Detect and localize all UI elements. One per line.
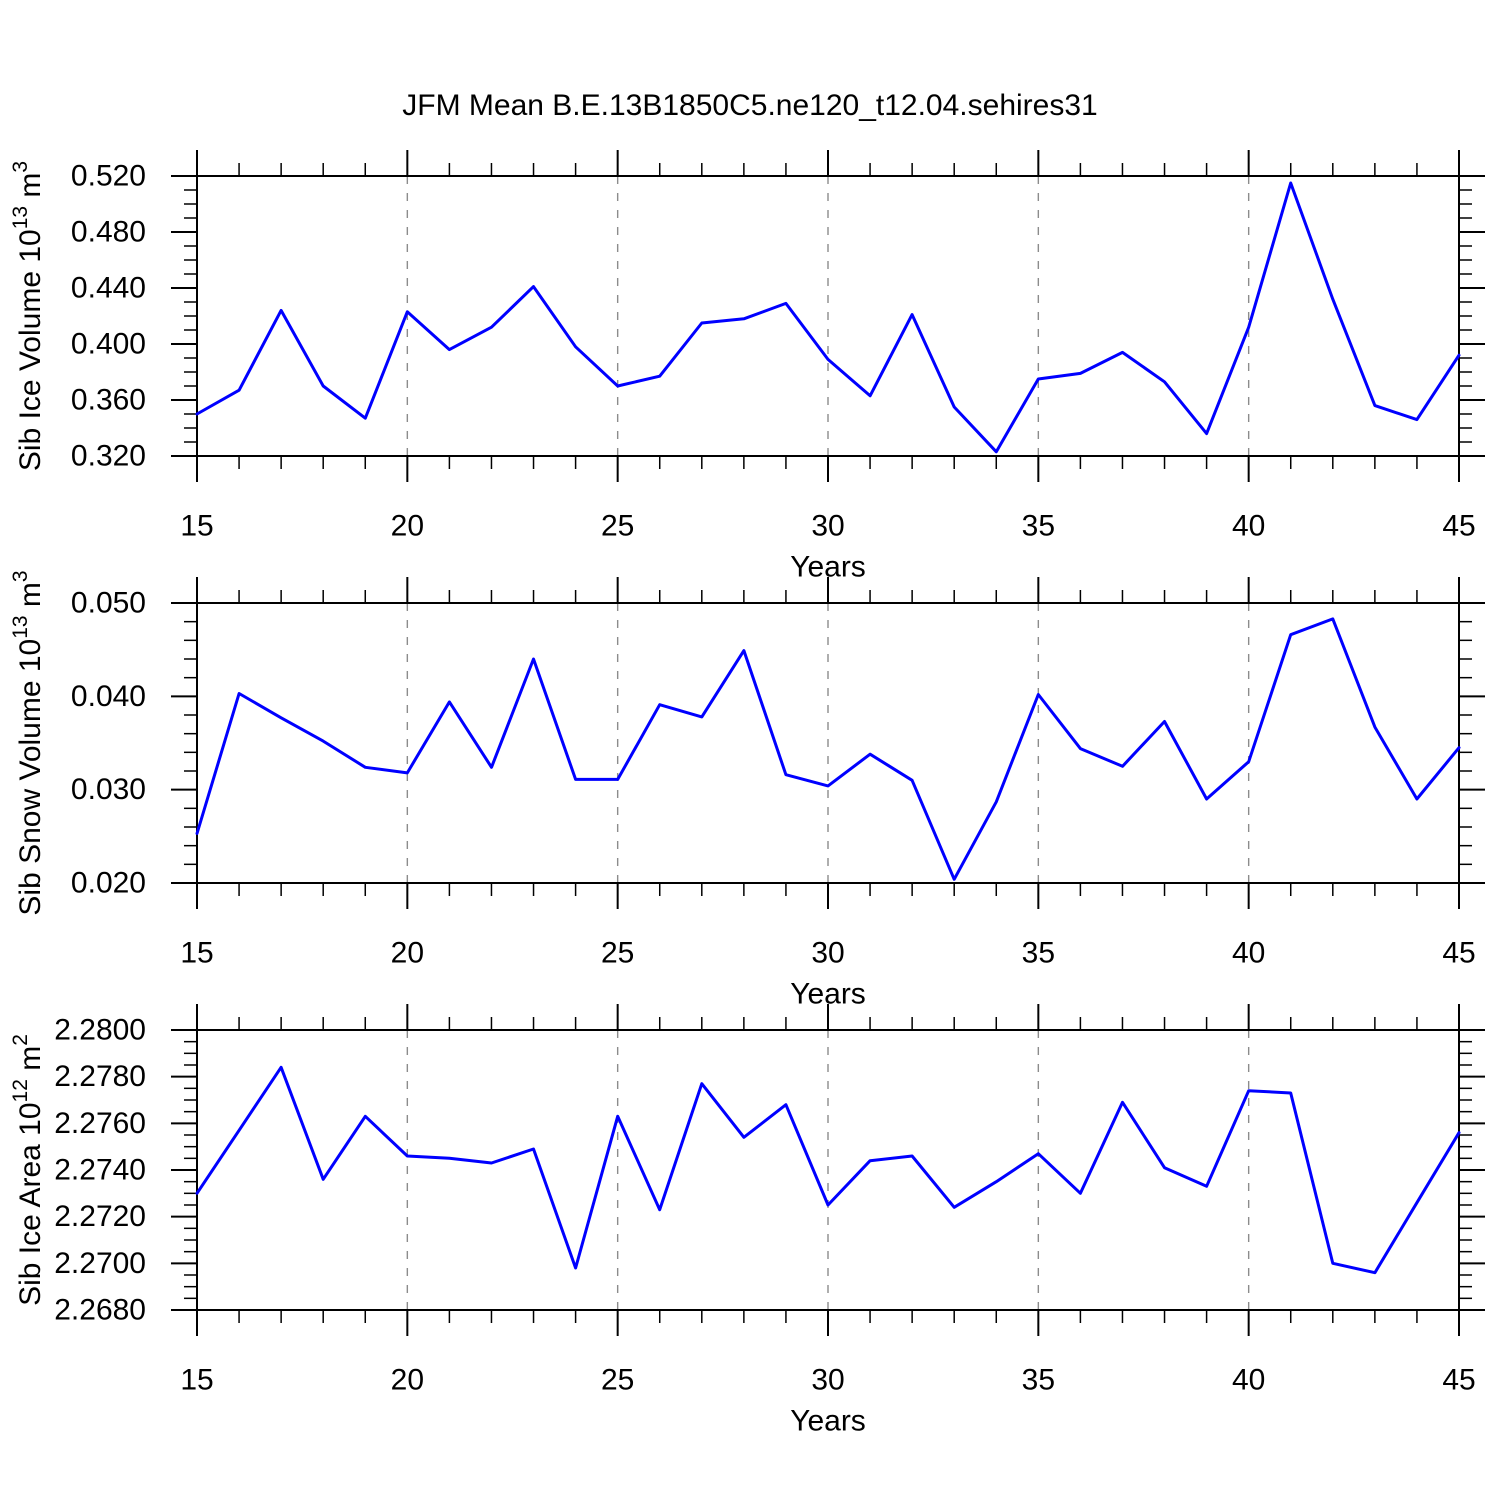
x-tick-label: 30 [811, 1364, 844, 1397]
y-tick-label: 0.030 [71, 773, 146, 806]
x-ticks [196, 1004, 1460, 1336]
x-tick-label: 15 [180, 1364, 213, 1397]
x-tick-label: 20 [391, 937, 424, 970]
y-tick-label: 2.2760 [54, 1107, 146, 1140]
plot-frame [196, 1029, 1460, 1311]
x-tick-label: 30 [811, 937, 844, 970]
y-axis-title: Sib Ice Area 1012 m2 [9, 1034, 47, 1306]
x-tick-label: 35 [1022, 1364, 1055, 1397]
x-ticks [196, 577, 1460, 909]
y-tick-label: 2.2800 [54, 1014, 146, 1047]
y-ticks [171, 602, 1485, 884]
x-tick-label: 35 [1022, 510, 1055, 543]
y-tick-label: 0.020 [71, 867, 146, 900]
y-ticks [171, 175, 1485, 457]
y-tick-labels: 0.520 0.480 0.440 0.400 0.360 0.320 [71, 160, 146, 473]
y-tick-label: 0.440 [71, 272, 146, 305]
x-tick-label: 15 [180, 510, 213, 543]
x-tick-label: 25 [601, 510, 634, 543]
y-tick-labels: 0.050 0.040 0.030 0.020 [71, 587, 146, 900]
y-tick-label: 0.400 [71, 328, 146, 361]
x-tick-labels: 15 20 25 30 35 40 45 [180, 1364, 1475, 1397]
y-tick-label: 2.2780 [54, 1060, 146, 1093]
x-tick-label: 25 [601, 937, 634, 970]
figure-title: JFM Mean B.E.13B1850C5.ne120_t12.04.sehi… [402, 89, 1097, 122]
x-tick-label: 45 [1442, 510, 1475, 543]
x-axis-title: Years [790, 1405, 866, 1438]
data-line-sib-ice-volume [195, 181, 1461, 454]
data-line-sib-snow-volume [195, 617, 1461, 881]
gridlines [406, 1030, 1250, 1310]
x-tick-label: 40 [1232, 510, 1265, 543]
chart-sib-ice-volume: 0.520 0.480 0.440 0.400 0.360 0.320 15 20 25 30 35… [9, 150, 1485, 584]
charts-group: 0.520 0.480 0.440 0.400 0.360 0.320 15 20 25 30 35… [9, 150, 1485, 1438]
plot-frame [196, 175, 1460, 457]
x-tick-label: 40 [1232, 1364, 1265, 1397]
x-tick-label: 35 [1022, 937, 1055, 970]
y-tick-label: 2.2700 [54, 1247, 146, 1280]
x-tick-labels: 15 20 25 30 35 40 45 [180, 937, 1475, 970]
y-tick-label: 2.2720 [54, 1200, 146, 1233]
y-tick-label: 0.320 [71, 440, 146, 473]
x-tick-label: 45 [1442, 1364, 1475, 1397]
x-tick-label: 15 [180, 937, 213, 970]
x-tick-label: 20 [391, 510, 424, 543]
y-tick-label: 0.050 [71, 587, 146, 620]
x-tick-label: 25 [601, 1364, 634, 1397]
x-tick-label: 20 [391, 1364, 424, 1397]
y-tick-label: 0.360 [71, 384, 146, 417]
y-ticks [171, 1029, 1485, 1311]
y-axis-title: Sib Snow Volume 1013 m3 [9, 570, 47, 915]
data-line-sib-ice-area [195, 1065, 1461, 1275]
y-axis-title: Sib Ice Volume 1013 m3 [9, 161, 47, 471]
y-tick-label: 0.520 [71, 160, 146, 193]
x-tick-label: 30 [811, 510, 844, 543]
chart-sib-ice-area: 2.2800 2.2780 2.2760 2.2740 2.2720 2.2700 2.26… [9, 1004, 1485, 1438]
y-tick-labels: 2.2800 2.2780 2.2760 2.2740 2.2720 2.2700 2.26… [54, 1014, 146, 1327]
gridlines [406, 603, 1250, 883]
y-tick-label: 0.480 [71, 216, 146, 249]
plot-frame [196, 602, 1460, 884]
x-tick-labels: 15 20 25 30 35 40 45 [180, 510, 1475, 543]
y-tick-label: 0.040 [71, 680, 146, 713]
x-ticks [196, 150, 1460, 482]
gridlines [406, 176, 1250, 456]
x-tick-label: 45 [1442, 937, 1475, 970]
y-tick-label: 2.2680 [54, 1294, 146, 1327]
y-tick-label: 2.2740 [54, 1154, 146, 1187]
x-tick-label: 40 [1232, 937, 1265, 970]
